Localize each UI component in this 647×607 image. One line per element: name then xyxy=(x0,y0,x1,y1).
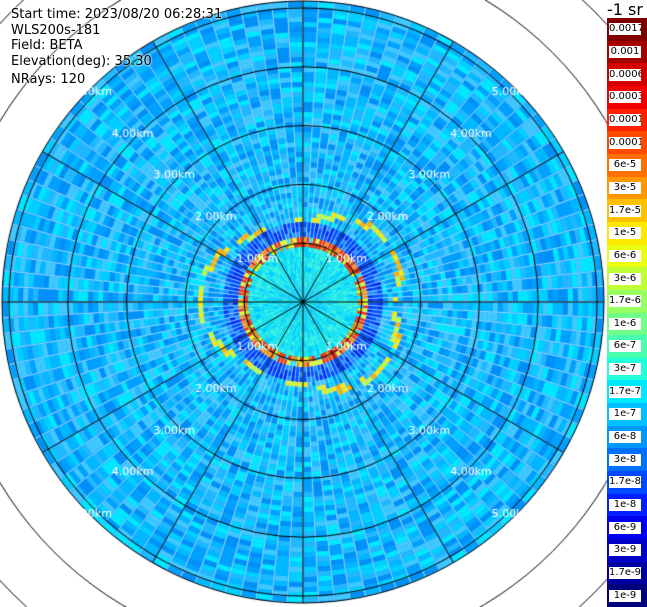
colorbar-bin: 1e-5 xyxy=(607,221,647,246)
colorbar-bin: 6e-6 xyxy=(607,244,647,268)
colorbar-bin: 1e-7 xyxy=(607,403,647,427)
field-label: Field: BETA xyxy=(11,38,83,53)
colorbar-bin: 1.7e-9 xyxy=(607,561,647,585)
colorbar-bin: 6e-9 xyxy=(607,516,647,540)
colorbar-bin: 3e-9 xyxy=(607,539,647,563)
colorbar-bin: 0.001 xyxy=(607,40,647,64)
colorbar-tick-label: 1.7e-7 xyxy=(609,385,641,398)
colorbar-tick-label: 0.00017 xyxy=(609,113,641,126)
elevation-label: Elevation(deg): 35.30 xyxy=(11,54,152,69)
colorbar-bin: 0.0001 xyxy=(607,131,647,155)
colorbar-tick-label: 1e-7 xyxy=(609,408,641,421)
colorbar-tick-label: 6e-7 xyxy=(609,340,641,353)
colorbar-bin: 6e-7 xyxy=(607,335,647,359)
nrays-label: NRays: 120 xyxy=(11,72,86,87)
colorbar-tick-label: 3e-5 xyxy=(609,181,641,194)
colorbar-tick-label: 3e-8 xyxy=(609,453,641,466)
colorbar-bin: 0.0006 xyxy=(607,63,647,87)
colorbar-bin: 0.00017 xyxy=(607,108,647,132)
colorbar-tick-label: 1.7e-8 xyxy=(609,476,641,489)
colorbar-unit: -1 sr xyxy=(607,0,643,19)
colorbar-tick-label: 0.001 xyxy=(609,45,641,58)
colorbar-tick-label: 6e-9 xyxy=(609,521,641,534)
colorbar-tick-label: 1e-6 xyxy=(609,317,641,330)
colorbar-bin: 6e-8 xyxy=(607,425,647,449)
colorbar-bin: 3e-8 xyxy=(607,448,647,472)
colorbar-bin: 1.7e-7 xyxy=(607,380,647,404)
colorbar-bin: 1.7e-8 xyxy=(607,471,647,495)
colorbar-tick-label: 3e-7 xyxy=(609,363,641,376)
colorbar-tick-label: 3e-9 xyxy=(609,544,641,557)
colorbar-bin: 1e-9 xyxy=(607,584,647,607)
colorbar-tick-label: 6e-6 xyxy=(609,249,641,262)
colorbar-bin: 3e-5 xyxy=(607,176,647,200)
colorbar-tick-label: 0.0003 xyxy=(609,91,641,104)
colorbar-tick-label: 0.0001 xyxy=(609,136,641,149)
colorbar-tick-label: 1.7e-6 xyxy=(609,295,641,308)
colorbar-bin: 1e-8 xyxy=(607,493,647,517)
colorbar-tick-label: 1e-5 xyxy=(609,227,641,240)
colorbar-tick-label: 0.0006 xyxy=(609,68,641,81)
colorbar-tick-label: 1.7e-9 xyxy=(609,567,641,579)
colorbar-bin: 1.7e-6 xyxy=(607,289,647,313)
instrument-label: WLS200s-181 xyxy=(11,23,101,38)
colorbar-tick-label: 6e-5 xyxy=(609,159,641,172)
colorbar-tick-label: 6e-8 xyxy=(609,431,641,444)
colorbar-tick-label: 0.0017 xyxy=(609,23,641,36)
colorbar-bin: 0.0003 xyxy=(607,85,647,110)
colorbar-bin: 0.0017 xyxy=(607,18,647,42)
colorbar-bin: 3e-6 xyxy=(607,267,647,291)
colorbar-tick-label: 1.7e-5 xyxy=(609,204,641,217)
colorbar: 0.0017 0.001 0.0006 0.0003 0.00017 0.0001 6e-5… xyxy=(607,18,647,607)
colorbar-bin: 1.7e-5 xyxy=(607,199,647,223)
colorbar-tick-label: 1e-9 xyxy=(609,589,641,602)
colorbar-bin: 1e-6 xyxy=(607,312,647,336)
colorbar-tick-label: 3e-6 xyxy=(609,272,641,285)
start-time-label: Start time: 2023/08/20 06:28:31 xyxy=(11,7,223,22)
colorbar-tick-label: 1e-8 xyxy=(609,499,641,512)
colorbar-bin: 6e-5 xyxy=(607,153,647,178)
colorbar-bin: 3e-7 xyxy=(607,357,647,381)
